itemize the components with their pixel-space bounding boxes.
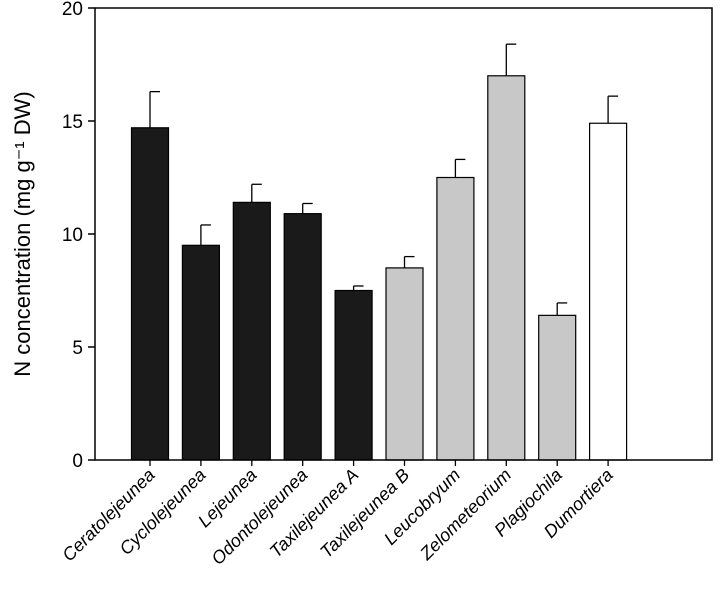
bar bbox=[436, 176, 475, 461]
bar bbox=[130, 127, 170, 461]
error-bars bbox=[149, 43, 619, 316]
y-tick-label: 5 bbox=[72, 338, 83, 359]
bar bbox=[588, 122, 628, 461]
bar bbox=[385, 267, 424, 461]
bar bbox=[487, 75, 526, 461]
bar bbox=[232, 201, 271, 461]
x-category-label: Ceratolejeunea bbox=[58, 465, 158, 565]
x-category-label: Taxilejeunea A bbox=[266, 465, 363, 562]
y-tick-label: 10 bbox=[62, 225, 83, 246]
bar bbox=[181, 244, 220, 461]
bars bbox=[130, 75, 628, 461]
bar bbox=[538, 314, 577, 461]
x-axis-category-labels: CeratolejeuneaCyclolejeuneaLejeuneaOdont… bbox=[58, 460, 617, 569]
y-tick-label: 0 bbox=[72, 451, 83, 472]
x-category-label: Zelometeorium bbox=[415, 465, 515, 565]
y-tick-label: 15 bbox=[62, 112, 83, 133]
bar bbox=[283, 213, 322, 461]
x-category-label: Taxilejeunea B bbox=[316, 465, 413, 562]
plot-frame bbox=[94, 7, 713, 461]
y-tick-label: 20 bbox=[62, 0, 83, 20]
y-axis-ticks: 0 5 10 15 20 bbox=[62, 0, 95, 472]
y-axis-title: N concentration (mg g⁻¹ DW) bbox=[10, 91, 35, 376]
bar bbox=[334, 289, 373, 461]
